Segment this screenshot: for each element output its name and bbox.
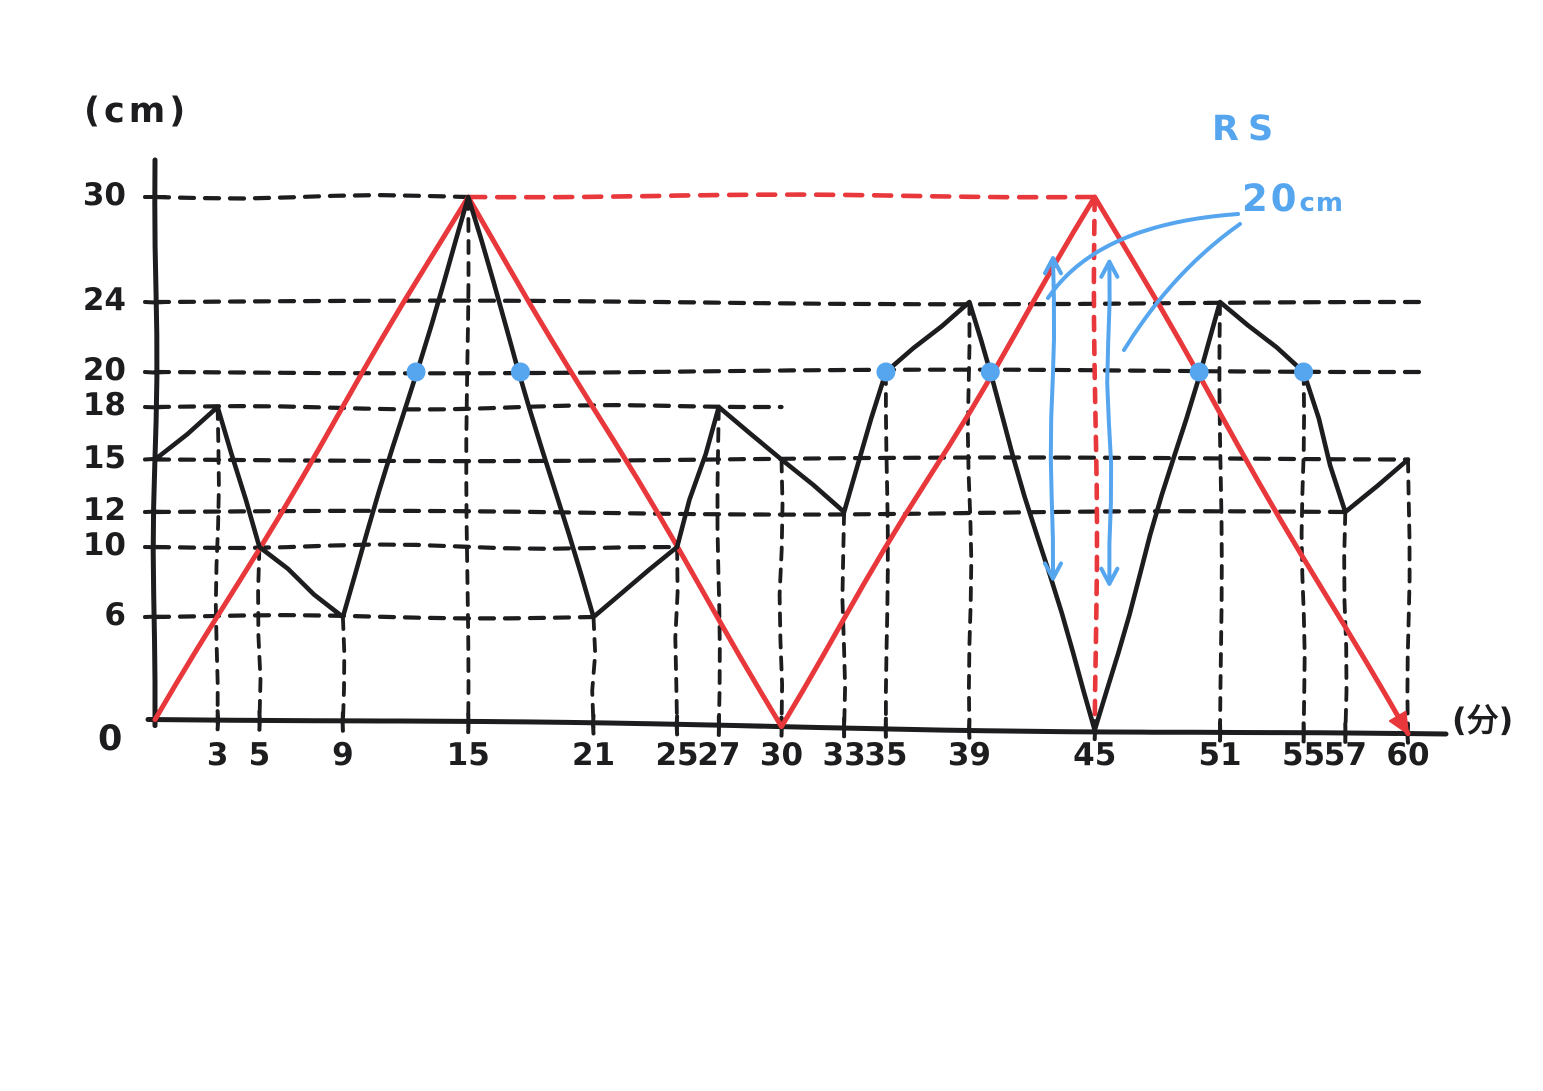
x-tick-label: 27 [697,737,741,773]
chart-stroke [1099,259,1120,279]
x-tick-label: 25 [655,737,699,773]
x-tick-label: 60 [1386,737,1430,773]
chart-stroke [1042,256,1063,276]
depth-20cm-marker [406,362,426,382]
x-tick-label: 3 [206,737,229,773]
chart-stroke [884,370,890,733]
chart-stroke [1122,222,1242,352]
chart-stroke [152,298,1423,307]
chart-stroke [1042,561,1063,581]
x-tick-label: 30 [759,737,804,773]
chart-stroke [1091,194,1100,735]
x-tick-label: 45 [1073,737,1117,773]
depth-20cm-marker [1294,362,1314,382]
gap-value: 20 [1242,177,1300,220]
chart-stroke [1105,259,1114,586]
chart-stroke [152,367,1431,376]
gap-annotation-label: 20cm [1242,180,1344,217]
x-tick-label: 33 [822,737,866,773]
chart-stroke [145,717,1449,737]
chart-stroke [673,545,680,731]
y-tick-label: 6 [104,597,126,633]
gap-unit: cm [1299,188,1345,218]
chart-stroke [213,405,221,726]
y-axis-unit-label: (cm) [84,91,190,131]
chart-stroke [965,300,974,734]
depth-20cm-marker [980,362,1000,382]
chart-stroke [152,194,1411,733]
x-tick-label: 55 [1281,737,1326,773]
depth-20cm-marker [510,362,530,382]
y-tick-label: 18 [82,387,126,423]
chart-stroke [152,542,680,551]
chart-stroke [590,615,598,730]
y-tick-label: 30 [82,177,126,213]
chart-stroke [143,370,167,375]
x-tick-label: 35 [864,737,908,773]
x-tick-label: 5 [248,737,271,773]
y-tick-label: 20 [82,352,126,388]
chart-stroke [777,457,785,732]
rs-annotation-label: RS [1212,109,1283,149]
chart-stroke [465,192,1097,200]
chart-stroke [1099,566,1120,586]
chart-stroke [150,157,160,729]
x-tick-label: 21 [571,737,616,773]
depth-20cm-marker [876,362,896,382]
chart-stroke [1048,256,1056,581]
x-tick-label: 51 [1198,737,1242,773]
chart-stroke [152,403,784,412]
x-tick-label: 39 [947,737,991,773]
chart-stroke [1046,212,1240,300]
chart-stroke [152,508,1348,517]
x-axis-unit-label: (分) [1452,701,1514,739]
chart-stroke [464,195,471,728]
chart-stroke [1217,300,1224,737]
x-tick-label: 15 [446,737,490,773]
chart-stroke [143,300,167,305]
chart-stroke [715,405,722,731]
chart-stroke [152,613,596,621]
chart-stroke [256,545,263,726]
x-tick-label: 9 [332,737,354,773]
chart-stroke [1405,457,1412,739]
y-tick-label: 24 [82,282,126,318]
y-tick-label: 10 [82,527,126,563]
chart-stroke [152,193,471,201]
depth-20cm-marker [1189,362,1209,382]
x-tick-label: 57 [1323,737,1367,773]
y-tick-label: 15 [82,439,126,476]
origin-label: 0 [98,719,123,759]
y-tick-label: 12 [82,492,126,528]
chart-stroke [215,709,221,732]
chart-stroke [341,615,347,727]
chart-stroke [591,713,596,736]
chart-stroke [1389,710,1409,735]
